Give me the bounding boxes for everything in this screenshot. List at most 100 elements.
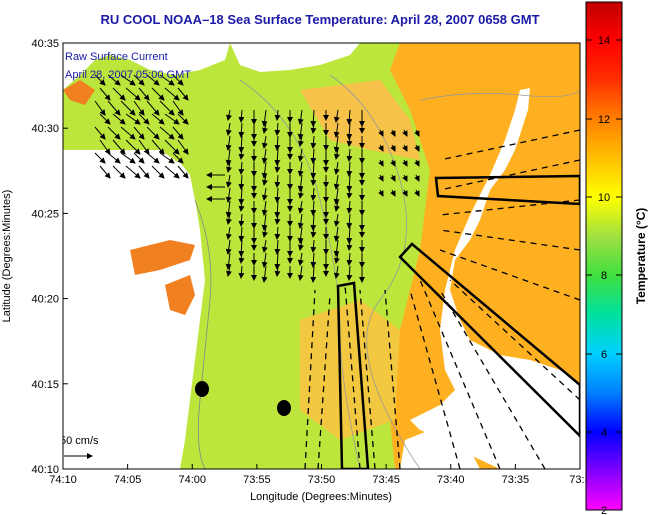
current-vector (159, 100, 175, 116)
current-vector (298, 135, 304, 147)
current-vector (346, 109, 353, 125)
current-vector (133, 74, 145, 86)
current-vector (164, 165, 180, 179)
current-vector (238, 161, 245, 175)
current-vector (346, 213, 353, 229)
ship-channel-polygon-south (336, 281, 370, 469)
current-vector (402, 129, 408, 137)
current-vector (333, 187, 340, 205)
x-axis-title: Longitude (Degrees:Minutes) (250, 491, 392, 503)
current-vector (274, 265, 281, 277)
current-vector (238, 135, 245, 153)
current-vector (346, 200, 353, 214)
current-vector (133, 126, 145, 140)
radar-beam-2 (317, 294, 331, 469)
current-vector (120, 100, 136, 116)
x-tick-label: 73:35 (502, 474, 530, 486)
y-tick-label: 40:25 (31, 208, 59, 220)
current-vector (333, 174, 340, 190)
current-vector (297, 252, 304, 266)
current-vector (346, 135, 353, 147)
current-vector (112, 139, 126, 155)
current-vector (225, 239, 232, 255)
current-vector (138, 87, 150, 101)
current-vector (107, 100, 121, 116)
current-vector (310, 252, 317, 268)
current-vector (94, 74, 106, 86)
current-vector (346, 161, 353, 177)
colorbar-ticks: 14 12 10 8 6 4 2 (586, 35, 622, 515)
current-vector (297, 213, 304, 229)
current-vector (164, 113, 180, 125)
ship-channel-polygon-diagonal (398, 242, 580, 438)
current-vector (94, 126, 106, 140)
radar-beam-14 (439, 129, 580, 161)
current-vector (261, 252, 268, 268)
current-vector (310, 213, 317, 231)
current-vector (333, 239, 340, 257)
current-vector (414, 144, 420, 152)
radar-beam-5 (384, 289, 401, 469)
y-axis-title: Latitude (Degrees:Minutes) (1, 190, 13, 323)
isobath-contour-1 (239, 79, 361, 469)
current-vector (261, 200, 268, 216)
warm-bay-patch-2 (165, 275, 195, 315)
colorbar (585, 1, 623, 511)
current-vector (172, 152, 184, 164)
current-vector (274, 239, 281, 255)
current-vector (333, 135, 340, 153)
current-vector (138, 139, 150, 155)
current-vector (225, 200, 232, 218)
map-plot-area: Raw Surface Current April 28, 2007 05:00… (63, 43, 580, 469)
current-vector (226, 213, 232, 225)
current-vector (378, 174, 384, 182)
current-vector (333, 226, 340, 242)
x-tick-label: 73:45 (372, 474, 400, 486)
current-vector (151, 139, 165, 155)
current-vector (274, 200, 281, 218)
current-vector (99, 165, 111, 179)
current-vector (225, 252, 232, 270)
radar-beam-11 (439, 229, 580, 251)
current-vector (99, 113, 111, 125)
current-vector (159, 152, 175, 164)
current-vector (261, 135, 268, 149)
y-tick-label: 40:10 (31, 464, 59, 476)
current-vector (334, 200, 340, 212)
current-vector (390, 144, 396, 152)
current-vector (298, 187, 304, 199)
radar-beam-9 (449, 279, 580, 401)
current-vector (120, 126, 136, 140)
current-vector (164, 139, 180, 155)
radar-beam-13 (439, 159, 580, 191)
radar-beam-4 (359, 289, 376, 469)
colorbar-tick-label: 4 (601, 427, 607, 439)
current-vector (297, 109, 304, 125)
current-vector (238, 252, 245, 264)
current-vector (402, 144, 408, 152)
radar-beam-7 (419, 279, 501, 469)
current-vector (112, 87, 126, 101)
current-vector (310, 265, 317, 283)
current-vector (297, 200, 304, 214)
colorbar-tick-label: 10 (598, 192, 610, 204)
y-tick-label: 40:30 (31, 123, 59, 135)
current-vector (99, 87, 111, 101)
colorbar-tick-label: 12 (598, 114, 610, 126)
current-vector (333, 109, 340, 123)
y-tick-label: 40:15 (31, 379, 59, 391)
colorbar-tick-label: 6 (601, 349, 607, 361)
current-vector (274, 213, 281, 225)
current-vector (333, 265, 340, 279)
colorbar-title: Temperature (°C) (634, 208, 648, 305)
land-new-jersey (63, 150, 205, 469)
current-vector (390, 189, 396, 197)
current-vector (107, 126, 121, 140)
current-vector (226, 265, 232, 277)
current-vector (310, 135, 317, 149)
current-vector (274, 135, 281, 151)
x-tick-label: 74:10 (49, 474, 77, 486)
current-vector (238, 109, 245, 123)
current-vector (310, 226, 317, 238)
